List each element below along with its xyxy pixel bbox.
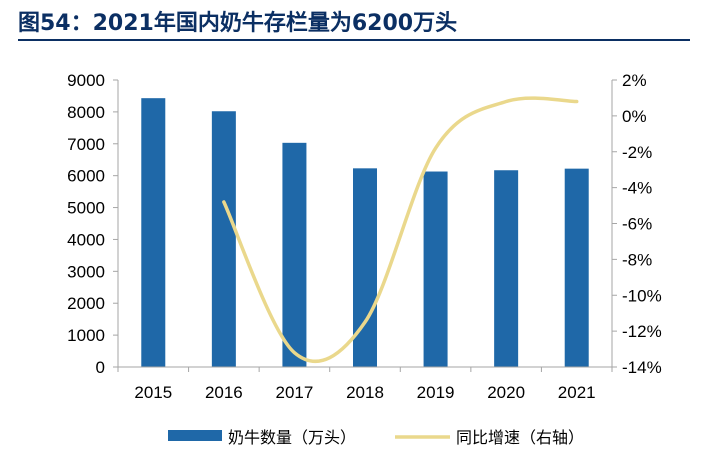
right-tick-label: 2% (622, 71, 647, 90)
bar-2021 (564, 168, 589, 367)
line-series (222, 96, 579, 364)
bar-2016 (211, 111, 236, 367)
legend-line-label: 同比增速（右轴） (456, 428, 584, 447)
legend-bar-swatch (168, 430, 222, 441)
title-text: 2021年国内奶牛存栏量为6200万头 (92, 11, 458, 36)
x-tick-label: 2018 (346, 383, 384, 402)
bar-2015 (141, 98, 166, 367)
right-tick-label: -2% (622, 143, 652, 162)
left-tick-label: 0 (96, 358, 105, 377)
left-tick-label: 4000 (67, 230, 105, 249)
bar-2019 (423, 171, 448, 367)
right-tick-label: -4% (622, 179, 652, 198)
x-tick-label: 2020 (487, 383, 525, 402)
left-tick-label: 7000 (67, 135, 105, 154)
left-tick-label: 3000 (67, 262, 105, 281)
chart-title: 图54：2021年国内奶牛存栏量为6200万头 (18, 5, 457, 37)
left-tick-label: 5000 (67, 199, 105, 218)
bar-2018 (353, 168, 377, 367)
x-tick-label: 2017 (276, 383, 314, 402)
title-underline (18, 39, 690, 41)
right-tick-label: -14% (622, 358, 662, 377)
right-tick-label: -12% (622, 322, 662, 341)
legend-bar-label: 奶牛数量（万头） (228, 428, 356, 447)
axes: 0 1000 2000 3000 4000 5000 6000 7000 8000 9000 -14… (67, 71, 662, 402)
right-tick-label: -10% (622, 286, 662, 305)
left-tick-label: 2000 (67, 294, 105, 313)
x-tick-label: 2021 (558, 383, 596, 402)
x-tick-label: 2015 (134, 383, 172, 402)
x-tick-label: 2019 (417, 383, 455, 402)
growth-line (222, 96, 579, 364)
bar-series (141, 98, 589, 367)
right-tick-label: -6% (622, 215, 652, 234)
left-tick-label: 8000 (67, 103, 105, 122)
left-tick-label: 1000 (67, 326, 105, 345)
figure-label: 图54： (18, 11, 93, 36)
bar-2020 (494, 170, 519, 367)
x-tick-label: 2016 (205, 383, 243, 402)
left-tick-label: 9000 (67, 71, 105, 90)
right-tick-label: 0% (622, 107, 647, 126)
left-tick-label: 6000 (67, 167, 105, 186)
bar-2017 (282, 142, 307, 367)
right-tick-label: -8% (622, 250, 652, 269)
legend: 奶牛数量（万头） 同比增速（右轴） (168, 428, 584, 447)
